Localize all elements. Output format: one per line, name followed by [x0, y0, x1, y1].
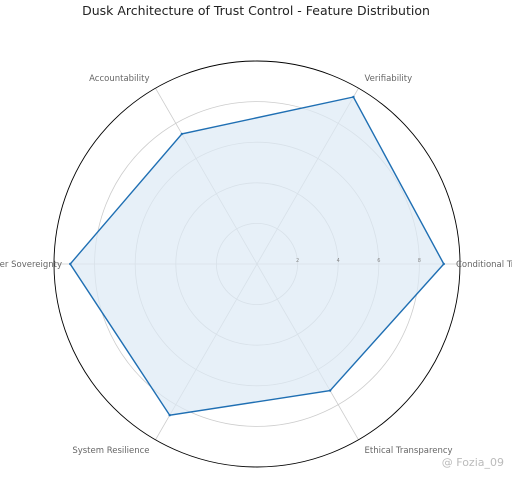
series-area [69, 96, 445, 416]
tick-label: 4 [337, 258, 340, 264]
data-point [69, 262, 72, 266]
data-point [328, 389, 332, 392]
axis-label: Accountability [89, 74, 149, 84]
axis-label: Ethical Transparency [365, 446, 453, 456]
tick-label: 6 [377, 258, 380, 264]
data-point [352, 95, 355, 99]
outer-circle [53, 60, 461, 468]
data-point [168, 413, 171, 417]
data-point [180, 132, 184, 136]
axis-label: User Sovereignty [0, 260, 62, 270]
axis-label: Verifiability [365, 74, 413, 84]
axis-label: Conditional Trust [456, 260, 512, 270]
watermark: @ Fozia_09 [441, 456, 504, 469]
data-point [442, 262, 445, 266]
axis-label: System Resilience [72, 446, 149, 456]
chart-title: Dusk Architecture of Trust Control - Fea… [82, 3, 430, 18]
tick-label: 2 [296, 258, 299, 264]
tick-label: 8 [418, 258, 421, 264]
